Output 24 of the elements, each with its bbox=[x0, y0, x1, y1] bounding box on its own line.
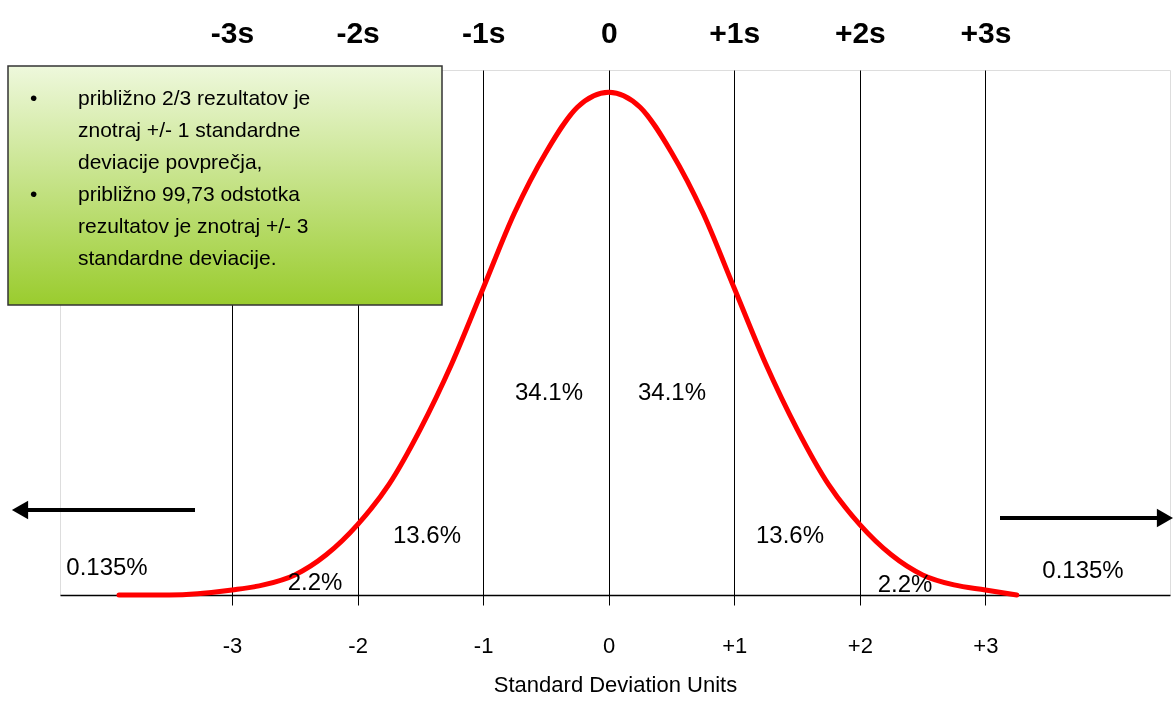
x-tick-label: +2 bbox=[847, 632, 873, 658]
x2-tick-label: -2s bbox=[336, 15, 380, 49]
annotation: 2.2% bbox=[287, 568, 343, 595]
annotation: 34.1% bbox=[514, 378, 584, 405]
x2-tick-label: 0 bbox=[600, 15, 618, 49]
annotation: 34.1% bbox=[637, 378, 707, 405]
x-tick-label: -1 bbox=[473, 632, 494, 658]
x-axis-title: Standard Deviation Units bbox=[493, 671, 738, 697]
x2-tick-label: -1s bbox=[461, 15, 506, 49]
x2-tick-label: +3s bbox=[960, 15, 1012, 49]
x-tick-label: 0 bbox=[603, 632, 616, 658]
x2-tick-label: -3s bbox=[210, 15, 255, 49]
x2-tick-label: +1s bbox=[709, 15, 761, 49]
annotation: 13.6% bbox=[392, 521, 462, 548]
annotation: 2.2% bbox=[877, 570, 933, 597]
annotation: 0.135% bbox=[1042, 556, 1124, 583]
x-tick-label: -3 bbox=[222, 632, 243, 658]
x-tick-label: +3 bbox=[973, 632, 999, 658]
x2-tick-label: +2s bbox=[834, 15, 886, 49]
text: • približno 99,73 odstotka rezultatov je znotraj +/- 3 standardne deviacije. bbox=[30, 182, 309, 269]
annotation: 13.6% bbox=[755, 521, 825, 548]
x-tick-label: +1 bbox=[722, 632, 748, 658]
x-tick-label: -2 bbox=[348, 632, 368, 658]
annotation: 0.135% bbox=[66, 553, 148, 580]
